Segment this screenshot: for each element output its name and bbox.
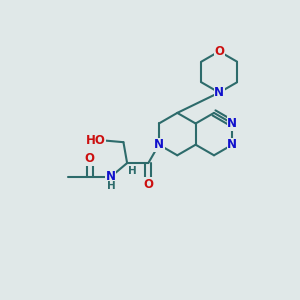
Text: O: O: [85, 152, 95, 165]
Text: H: H: [106, 181, 115, 191]
Text: O: O: [143, 178, 153, 191]
Text: N: N: [214, 86, 224, 99]
Text: N: N: [227, 117, 237, 130]
Text: HO: HO: [85, 134, 106, 147]
Text: N: N: [154, 138, 164, 151]
Text: N: N: [106, 170, 116, 183]
Text: O: O: [214, 45, 224, 58]
Text: N: N: [227, 138, 237, 151]
Text: H: H: [128, 166, 137, 176]
